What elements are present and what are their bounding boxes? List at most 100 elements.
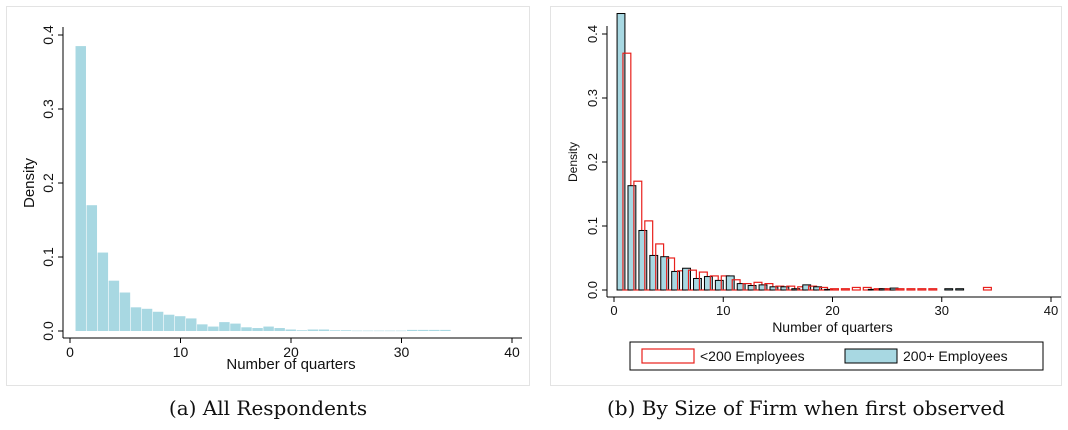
bar-200-plus-employees — [878, 288, 888, 291]
histogram-bar — [418, 329, 429, 331]
histogram-bar — [373, 330, 385, 332]
bar-under-200-employees — [786, 285, 796, 291]
histogram-all-respondents: 0.0 0.1 0.2 0.3 0.4 0 10 20 30 40 Number of quarte… — [21, 25, 522, 373]
y-tick-label-b: 0.2 — [585, 153, 600, 171]
histogram-bar — [219, 322, 230, 331]
histogram-bar — [285, 329, 296, 331]
histogram-bar — [384, 330, 396, 332]
bar-200-plus-employees — [714, 279, 724, 291]
histogram-bar — [108, 280, 120, 331]
histogram-bar — [351, 330, 363, 332]
y-tick-label-b: 0.0 — [585, 281, 600, 299]
bar-200-plus-employees — [627, 185, 637, 291]
bar-under-200-employees — [840, 288, 850, 291]
histogram-by-firm-size: 0.0 0.1 0.2 0.3 0.4 0 10 20 30 40 Number of quarte… — [566, 13, 1061, 371]
bar-200-plus-employees — [616, 13, 626, 291]
bar-200-plus-employees — [660, 256, 670, 291]
y-tick-label-b: 0.1 — [585, 217, 600, 235]
histogram-bar — [141, 308, 153, 331]
bar-200-plus-employees — [802, 284, 812, 291]
histogram-bar — [97, 252, 109, 331]
bar-under-200-employees — [906, 288, 916, 291]
bar-200-plus-employees — [758, 284, 768, 291]
bar-200-plus-employees — [682, 267, 691, 291]
caption-all-respondents: (a) All Respondents — [168, 396, 368, 420]
x-axis-label-b: Number of quarters — [772, 319, 893, 335]
histogram-bar — [440, 329, 451, 331]
x-tick-label-a: 20 — [283, 344, 299, 360]
histogram-bar — [252, 328, 263, 331]
y-tick-label-a: 0.2 — [40, 173, 56, 193]
bar-200-plus-employees — [649, 254, 659, 291]
bar-under-200-employees — [851, 286, 861, 291]
y-axis-label-a: Density — [21, 157, 38, 208]
histogram-bar — [407, 329, 418, 331]
bar-200-plus-employees — [944, 288, 954, 291]
histogram-bar — [186, 318, 197, 331]
histogram-bar — [340, 330, 352, 331]
bar-under-200-employees — [982, 286, 992, 291]
histogram-bar — [429, 329, 440, 331]
x-tick-label-b: 30 — [935, 303, 949, 318]
bar-under-200-employees — [829, 288, 839, 291]
bar-200-plus-employees — [813, 286, 823, 291]
chart-panel-all-respondents: 0.0 0.1 0.2 0.3 0.4 0 10 20 30 40 Number of quarte… — [6, 6, 530, 386]
histogram-bar — [197, 324, 208, 331]
bar-200-plus-employees — [638, 229, 648, 291]
histogram-bar — [274, 328, 285, 331]
histogram-bar — [395, 330, 407, 332]
y-tick-label-b: 0.4 — [585, 25, 600, 43]
histogram-bar — [318, 329, 330, 331]
histogram-bar — [241, 327, 252, 331]
y-tick-label-a: 0.0 — [40, 321, 56, 341]
histogram-bar — [174, 316, 186, 331]
bar-200-plus-employees — [780, 286, 790, 291]
bar-200-plus-employees — [769, 286, 779, 291]
bar-under-200-employees — [862, 286, 872, 291]
legend-label-under-200: <200 Employees — [700, 348, 805, 364]
bar-under-200-employees — [917, 288, 927, 291]
x-tick-label-b: 10 — [716, 303, 730, 318]
legend-swatch-under-200 — [641, 348, 695, 364]
x-tick-label-a: 10 — [173, 344, 189, 360]
x-tick-label-b: 0 — [610, 303, 617, 318]
bar-under-200-employees — [928, 288, 938, 291]
y-axis-label-b: Density — [566, 142, 580, 182]
histogram-bar — [307, 329, 319, 331]
legend-label-200-plus: 200+ Employees — [903, 348, 1008, 364]
histogram-bar — [75, 46, 86, 331]
histogram-bar — [163, 314, 175, 331]
bar-under-200-employees — [895, 288, 905, 291]
x-tick-label-b: 20 — [825, 303, 839, 318]
bar-200-plus-employees — [703, 276, 713, 291]
bar-200-plus-employees — [671, 270, 681, 291]
x-tick-label-a: 30 — [394, 344, 410, 360]
chart-panel-by-firm-size: 0.0 0.1 0.2 0.3 0.4 0 10 20 30 40 Number of quarte… — [550, 6, 1062, 386]
caption-by-firm-size: (b) By Size of Firm when first observed — [607, 396, 1005, 420]
x-axis-label-a: Number of quarters — [226, 356, 355, 373]
histogram-bar — [119, 292, 131, 331]
histogram-bar — [362, 330, 374, 332]
bar-under-200-employees — [819, 286, 829, 291]
bar-200-plus-employees — [791, 288, 801, 291]
y-tick-label-a: 0.3 — [40, 99, 56, 119]
bar-200-plus-employees — [725, 275, 735, 291]
x-tick-label-a: 0 — [66, 344, 74, 360]
histogram-bar — [130, 307, 142, 331]
bar-200-plus-employees — [747, 285, 757, 291]
y-tick-label-a: 0.1 — [40, 247, 56, 267]
histogram-bar — [329, 330, 341, 331]
histogram-bar — [230, 323, 241, 331]
bar-200-plus-employees — [693, 277, 702, 291]
histogram-bar — [86, 205, 98, 331]
bar-200-plus-employees — [736, 283, 746, 291]
bar-under-200-employees — [622, 52, 632, 291]
legend-box — [629, 341, 1044, 371]
x-tick-label-b: 40 — [1044, 303, 1058, 318]
y-tick-label-a: 0.4 — [40, 25, 56, 45]
x-tick-label-a: 40 — [504, 344, 520, 360]
histogram-bar — [263, 326, 274, 331]
y-tick-label-b: 0.3 — [585, 89, 600, 107]
histogram-bar — [208, 326, 219, 331]
histogram-bar — [152, 311, 164, 331]
